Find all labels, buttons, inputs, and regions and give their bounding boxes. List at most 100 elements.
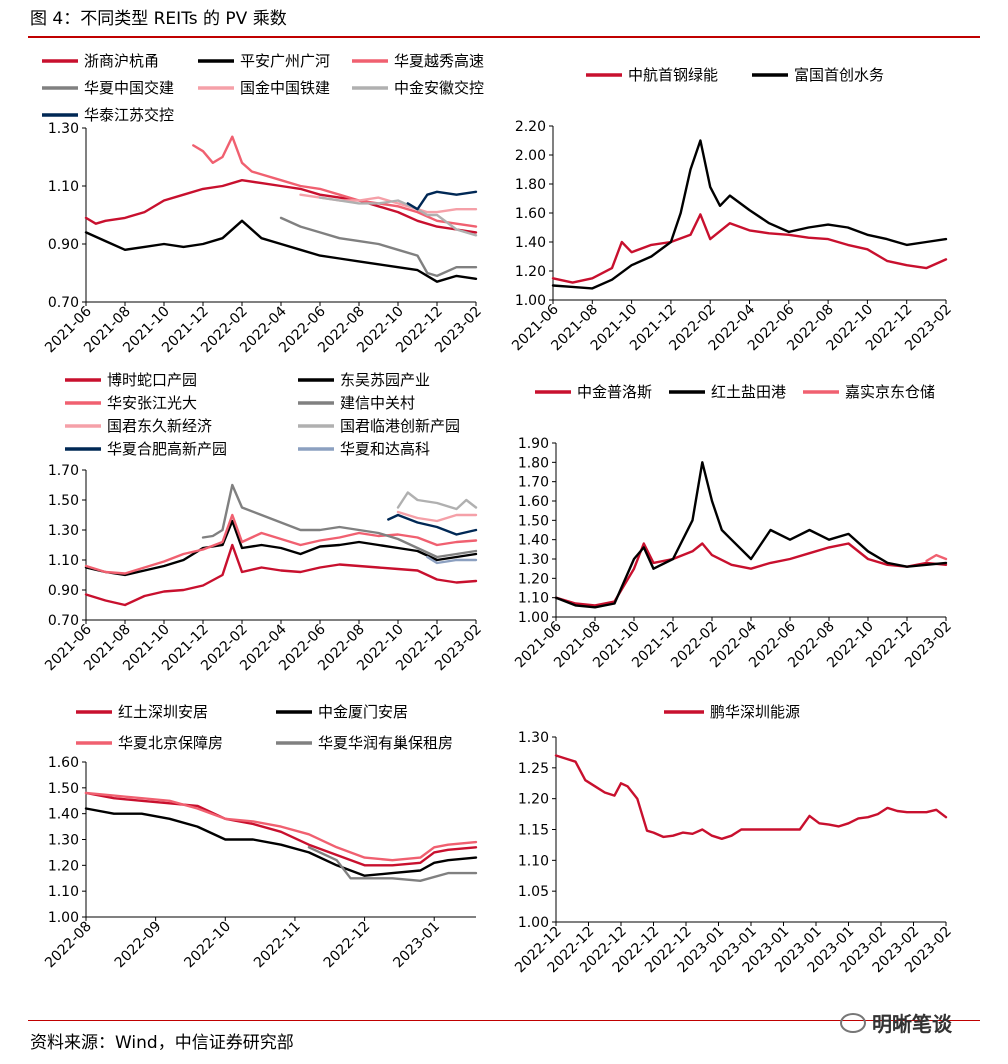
y-tick-label: 1.00 [515,293,546,309]
x-tick-label: 2022-12 [321,919,374,972]
legend-label: 中金厦门安居 [318,703,408,721]
y-tick-label: 0.90 [48,583,79,599]
legend-label: 博时蛇口产园 [107,371,197,389]
y-tick-label: 1.80 [515,177,546,193]
legend-label: 华夏和达高科 [340,440,430,458]
y-tick-label: 1.60 [515,206,546,222]
series-line-3 [192,135,478,228]
series-line-2 [551,139,948,290]
x-tick-label: 2022-08 [42,919,95,972]
y-tick-label: 1.00 [518,915,549,931]
series-line-3 [925,553,948,563]
series-line-8 [426,555,478,565]
legend-label: 华夏华润有巢保租房 [318,734,453,752]
legend-label: 浙商沪杭甬 [84,52,159,70]
y-tick-label: 1.60 [48,755,79,771]
y-tick-label: 1.20 [518,792,549,808]
y-tick-label: 1.40 [518,533,549,549]
y-tick-label: 1.50 [48,493,79,509]
legend-label: 红土深圳安居 [118,703,208,721]
y-tick-label: 1.70 [518,475,549,491]
legend-label: 国金中国铁建 [240,79,330,97]
legend-label: 华夏中国交建 [84,79,174,97]
legend-label: 华夏越秀高速 [394,52,484,70]
y-tick-label: 1.30 [518,730,549,746]
legend-label: 华安张江光大 [107,394,197,412]
series-line-1 [554,542,948,607]
y-tick-label: 1.00 [518,610,549,626]
series-line-6 [318,196,478,237]
title-rule [28,36,980,38]
bottom-rule [28,1020,980,1021]
y-tick-label: 1.30 [48,833,79,849]
x-tick-label: 2022-11 [251,919,304,972]
series-line-7 [387,513,478,536]
y-tick-label: 1.10 [48,884,79,900]
y-tick-label: 1.90 [518,436,549,452]
legend-label: 富国首创水务 [794,66,884,84]
legend-label: 建信中关村 [340,394,415,412]
series-line-5 [396,510,478,523]
y-tick-label: 1.05 [518,884,549,900]
chart-panel-p6: 1.001.051.101.151.201.251.302022-122022-… [512,703,955,976]
y-tick-label: 2.20 [515,119,546,135]
legend-label: 国君临港创新产园 [340,417,460,435]
y-tick-label: 1.20 [48,858,79,874]
y-tick-label: 1.10 [48,179,79,195]
series-line-1 [84,178,478,234]
legend-label: 华夏北京保障房 [118,734,223,752]
legend-label: 中金普洛斯 [577,383,652,401]
series-line-2 [84,807,478,877]
series-line-7 [406,190,478,211]
series-line-2 [554,461,948,609]
y-tick-label: 2.00 [515,148,546,164]
series-line-3 [84,791,478,862]
legend-label: 红土盐田港 [711,383,786,401]
y-tick-label: 1.30 [48,121,79,137]
series-line-3 [84,513,478,575]
legend-label: 嘉实京东仓储 [845,383,935,401]
legend-label: 中金安徽交控 [394,79,484,97]
y-tick-label: 0.90 [48,237,79,253]
legend-label: 国君东久新经济 [107,417,212,435]
chart-panel-p4: 1.00 1.10 1.20 1.30 1.40 1.50 1.60 1.70 1.80 1.90… [512,383,955,671]
y-tick-label: 1.00 [48,910,79,926]
legend-label: 鹏华深圳能源 [710,703,800,721]
series-line-1 [84,543,478,607]
y-tick-label: 1.20 [515,264,546,280]
y-tick-label: 0.70 [48,613,79,629]
x-tick-label: 2023-01 [390,919,443,972]
watermark-text: 明晰笔谈 [872,1012,952,1036]
series-line-2 [84,219,478,283]
watermark: 明晰笔谈 [840,1008,952,1037]
y-tick-label: 1.50 [518,513,549,529]
source-note: 资料来源：Wind，中信证券研究部 [30,1033,294,1053]
y-tick-label: 1.25 [518,761,549,777]
series-line-1 [551,213,948,284]
legend-label: 华泰江苏交控 [84,106,174,124]
figure-title: 图 4：不同类型 REITs 的 PV 乘数 [30,9,287,29]
series-line-4 [307,846,478,882]
chart-panel-p2: 1.001.201.401.601.802.002.202021-062021-… [509,66,955,354]
y-tick-label: 1.30 [48,523,79,539]
y-tick-label: 0.70 [48,295,79,311]
series-line-6 [396,491,478,511]
y-tick-label: 1.60 [518,494,549,510]
y-tick-label: 1.50 [48,781,79,797]
chart-panel-p5: 1.00 1.10 1.20 1.30 1.40 1.50 1.60 2022-08 2022-… [42,703,478,972]
series-line-2 [84,519,478,577]
y-tick-label: 1.20 [518,571,549,587]
chart-panel-p1: 0.700.901.101.302021-062021-082021-10202… [42,52,485,356]
x-tick-label: 2022-10 [181,919,234,972]
series-line-1 [554,754,948,840]
series-line-1 [84,791,478,867]
y-tick-label: 1.80 [518,455,549,471]
x-tick-label: 2022-09 [112,919,165,972]
chart-panel-p3: 0.700.901.101.301.501.702021-062021-0820… [42,371,485,674]
series-line-4 [279,216,478,278]
y-tick-label: 1.40 [515,235,546,251]
y-tick-label: 1.10 [518,591,549,607]
legend-label: 平安广州广河 [240,52,330,70]
y-tick-label: 1.70 [48,463,79,479]
